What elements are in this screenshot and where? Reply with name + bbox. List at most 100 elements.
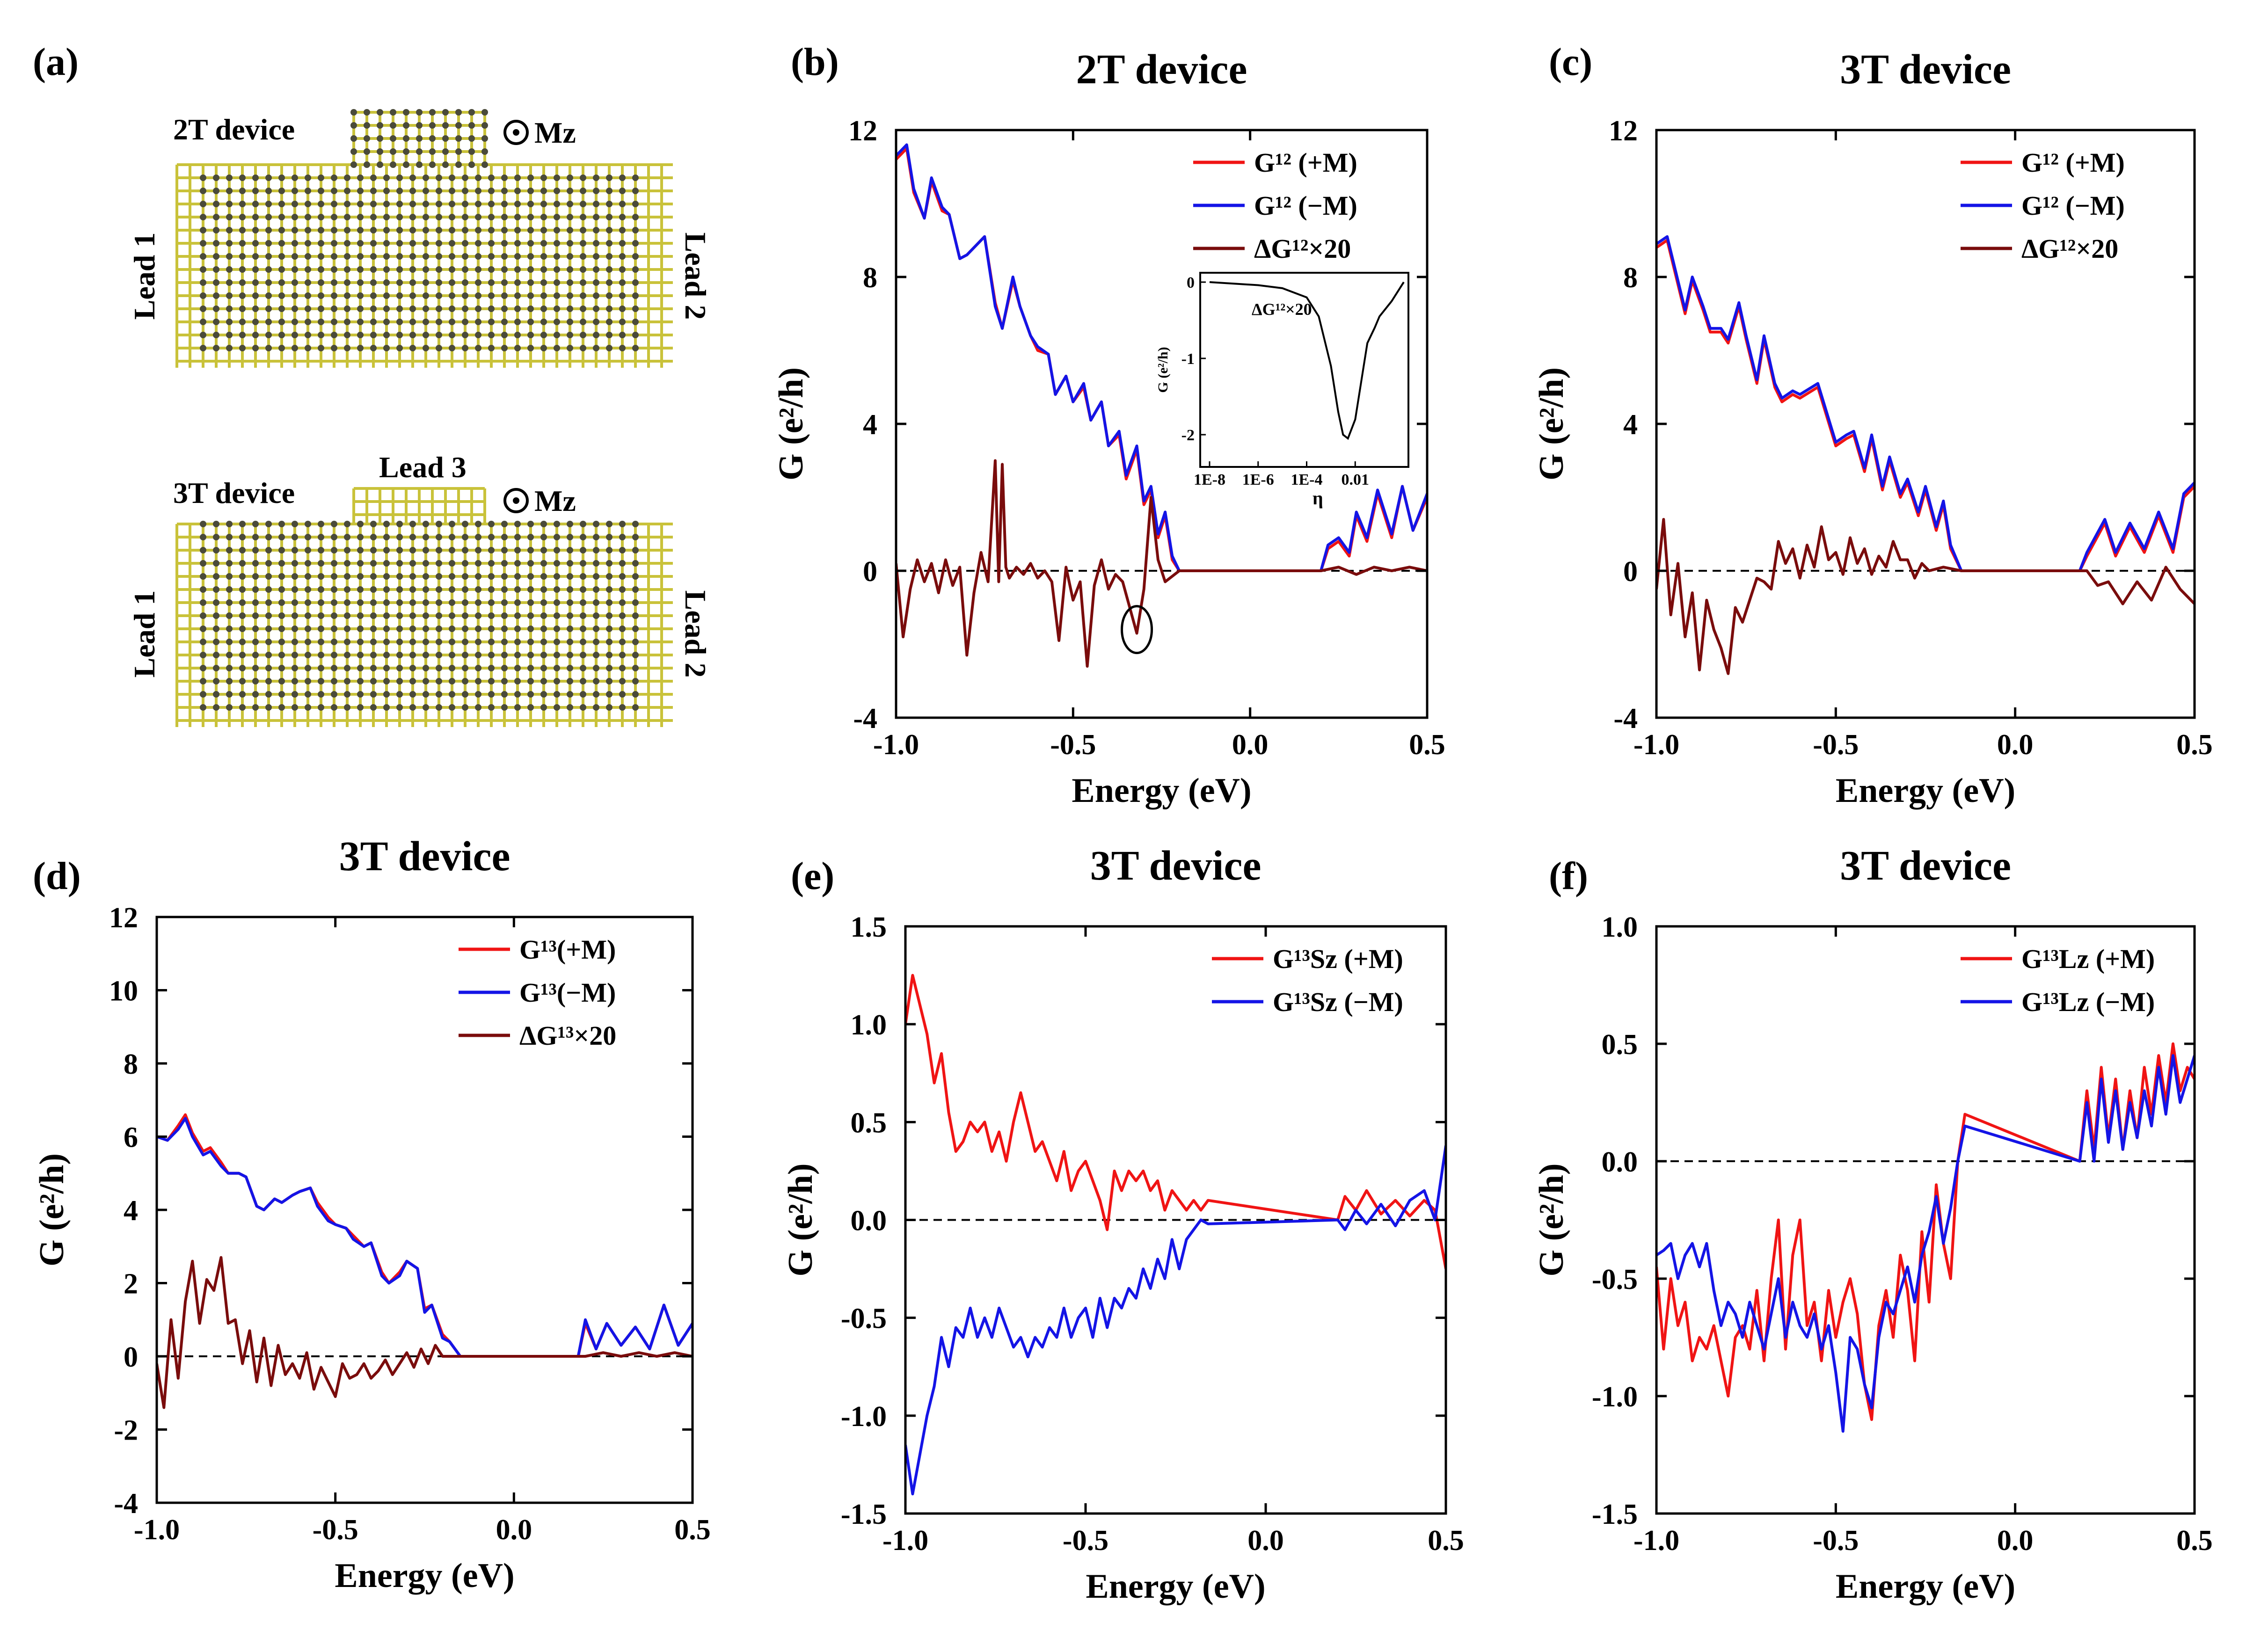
atom (593, 573, 599, 580)
atom (409, 201, 416, 207)
atom (501, 665, 508, 671)
lead-1-bottom: Lead 1 (128, 590, 161, 678)
atom (593, 175, 599, 181)
chart-title: 3T device (339, 833, 510, 880)
device-2t-label: 2T device (173, 113, 295, 146)
atom (449, 279, 455, 286)
atom (567, 227, 573, 233)
atom (580, 691, 586, 698)
series-line-brown (896, 459, 1427, 668)
atom (265, 279, 272, 286)
atom (252, 201, 259, 207)
atom (580, 227, 586, 233)
atom (619, 266, 626, 273)
atom (488, 599, 495, 606)
atom (488, 521, 495, 527)
atom (239, 652, 246, 658)
atom (468, 109, 475, 116)
atom (252, 319, 259, 325)
atom (278, 573, 285, 580)
atom (632, 691, 639, 698)
atom (396, 214, 403, 220)
atom (357, 332, 364, 338)
atom (429, 109, 436, 116)
atom (357, 521, 364, 527)
mz-dot-circle-icon (503, 488, 529, 513)
atom (455, 122, 462, 129)
atom (462, 704, 468, 711)
atom (213, 345, 219, 351)
atom (239, 175, 246, 181)
atom (436, 678, 442, 684)
y-tick-label: 4 (863, 409, 877, 441)
atom (239, 547, 246, 553)
atom (423, 521, 429, 527)
y-tick-label: 8 (124, 1048, 138, 1080)
atom (265, 573, 272, 580)
atom (606, 188, 613, 194)
atom (527, 639, 534, 645)
atom (475, 573, 481, 580)
atom (278, 534, 285, 540)
atom (514, 704, 521, 711)
atom (619, 175, 626, 181)
atom (593, 240, 599, 247)
atom (396, 612, 403, 619)
atom (632, 188, 639, 194)
atom (344, 319, 350, 325)
atom (370, 534, 377, 540)
atom (606, 279, 613, 286)
atom (475, 678, 481, 684)
atom (409, 534, 416, 540)
atom (278, 704, 285, 711)
y-tick-label: 0.5 (851, 1107, 887, 1139)
inset-x-tick-label: 1E-6 (1242, 471, 1274, 488)
atom (357, 188, 364, 194)
atom (567, 665, 573, 671)
atom (488, 639, 495, 645)
atom (436, 227, 442, 233)
atom (527, 332, 534, 338)
atom (396, 279, 403, 286)
atom (252, 665, 259, 671)
atom (423, 599, 429, 606)
atom (462, 240, 468, 247)
atom (292, 652, 298, 658)
atom (501, 599, 508, 606)
atom (423, 612, 429, 619)
atom (200, 188, 206, 194)
atom (475, 253, 481, 260)
atom (213, 665, 219, 671)
atom (514, 175, 521, 181)
atom (619, 214, 626, 220)
atom (265, 292, 272, 299)
atom (409, 521, 416, 527)
x-tick-label: -0.5 (1813, 729, 1859, 761)
atom (396, 266, 403, 273)
atom (292, 665, 298, 671)
y-axis-label: G (e²/h) (1532, 367, 1571, 480)
y-tick-label: 1.0 (1602, 911, 1638, 943)
atom (606, 292, 613, 299)
atom (344, 214, 350, 220)
atom (305, 612, 311, 619)
atom (514, 227, 521, 233)
x-tick-label: -1.0 (134, 1514, 180, 1546)
atom (331, 240, 337, 247)
atom (606, 560, 613, 567)
atom (383, 599, 390, 606)
atom (292, 201, 298, 207)
y-tick-label: -1.0 (1592, 1381, 1638, 1413)
atom (606, 586, 613, 593)
atom (318, 639, 324, 645)
atom (344, 201, 350, 207)
atom (357, 214, 364, 220)
atom (265, 652, 272, 658)
atom (540, 652, 547, 658)
atom (554, 306, 560, 312)
y-tick-label: 1.5 (851, 911, 887, 943)
atom (318, 266, 324, 273)
highlight-circle (1121, 605, 1153, 655)
atom (567, 306, 573, 312)
atom (580, 214, 586, 220)
